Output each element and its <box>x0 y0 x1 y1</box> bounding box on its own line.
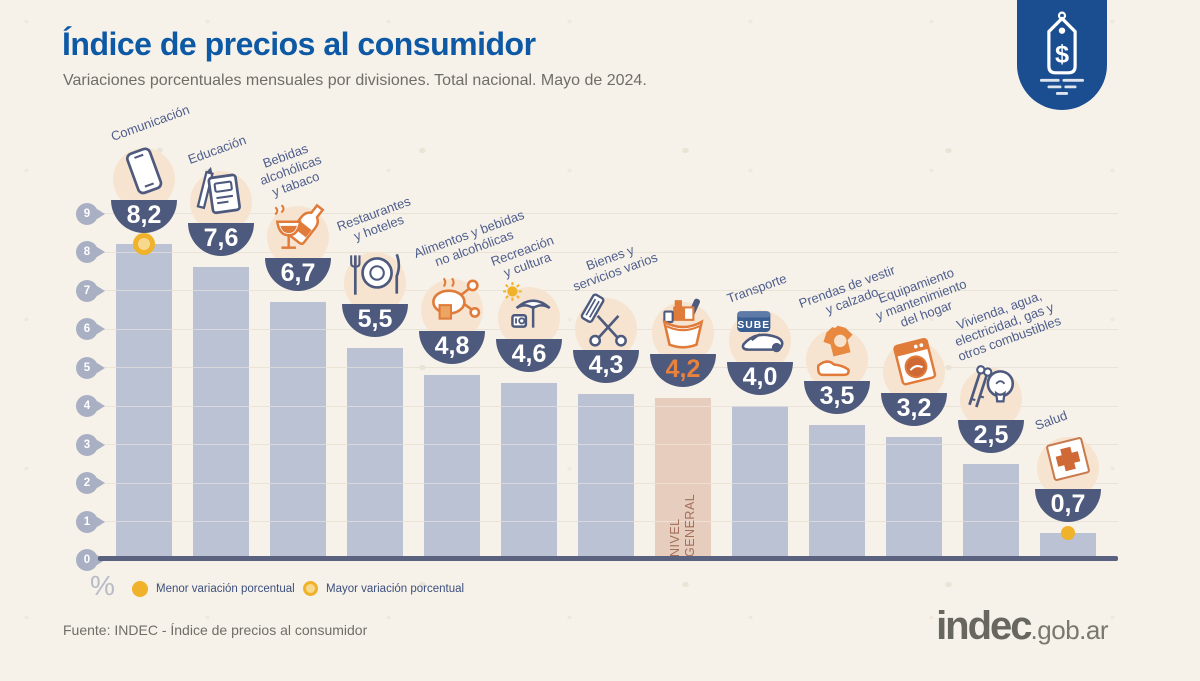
value-bubble-alimentos-bebidas: 4,8 <box>419 331 485 365</box>
page-subtitle: Variaciones porcentuales mensuales por d… <box>63 72 647 89</box>
category-label-bienes-servicios-varios: Bienes y servicios varios <box>570 242 660 295</box>
value-bubble-recreacion-cultura: 4,6 <box>496 338 562 372</box>
transport-icon: SUBE <box>737 311 784 353</box>
bar-comunicacion <box>116 244 172 560</box>
value-bubble-bebidas-alcoholicas-tabaco: 6,7 <box>265 258 331 292</box>
housing-icon <box>968 364 1015 408</box>
x-axis-baseline <box>98 556 1118 561</box>
bar-educacion <box>193 267 249 560</box>
home-equipment-icon <box>893 337 937 386</box>
badge-recreacion-cultura: 4,6 <box>489 279 569 373</box>
gridline-overlay-4 <box>100 405 1118 407</box>
bar-equipamiento-hogar <box>886 436 942 560</box>
value-bubble-vivienda-combustibles: 2,5 <box>958 419 1024 453</box>
legend-item-mayor: Mayor variación porcentual <box>303 581 464 596</box>
gridline-overlay-7 <box>100 290 1118 291</box>
y-axis-tick-9: 9 <box>76 202 105 225</box>
bar-bienes-servicios-varios <box>578 394 634 560</box>
y-axis-tick-3: 3 <box>76 433 105 456</box>
bar-prendas-vestir-calzado <box>809 425 865 560</box>
page-title: Índice de precios al consumidor <box>62 26 536 62</box>
restaurant-icon <box>350 254 401 295</box>
badge-bienes-servicios-varios: 4,3 <box>566 290 646 384</box>
value-bubble-equipamiento-hogar: 3,2 <box>881 392 947 426</box>
gridline-overlay-3 <box>100 444 1118 445</box>
value-bubble-nivel-general: 4,2 <box>650 354 716 388</box>
legend-label-menor: Menor variación porcentual <box>156 583 295 595</box>
y-axis-tick-8: 8 <box>76 241 105 263</box>
value-bubble-prendas-vestir-calzado: 3,5 <box>804 381 870 415</box>
badge-prendas-vestir-calzado: 3,5 <box>797 321 877 415</box>
indec-brand-badge: $ <box>1017 0 1107 110</box>
value-bubble-educacion: 7,6 <box>188 223 254 257</box>
logo-indec-text: indec <box>936 604 1032 648</box>
bar-vivienda-combustibles <box>963 463 1019 560</box>
category-label-restaurantes-hoteles: Restaurantes y hoteles <box>334 193 413 244</box>
health-icon <box>1046 437 1090 481</box>
mayor-variacion-marker <box>133 233 155 256</box>
badge-alimentos-bebidas: 4,8 <box>412 271 492 365</box>
logo-gob-ar-text: .gob.ar <box>1030 615 1109 645</box>
gridline-overlay-8 <box>100 251 1118 253</box>
svg-text:SUBE: SUBE <box>737 320 770 331</box>
badge-transporte: SUBE 4,0 <box>720 302 800 396</box>
indec-gob-ar-logo: indec .gob.ar <box>936 604 1108 649</box>
value-bubble-salud: 0,7 <box>1035 489 1101 523</box>
bar-recreacion-cultura <box>501 382 557 560</box>
legend-item-menor: Menor variación porcentual <box>132 581 295 597</box>
value-bubble-comunicacion: 8,2 <box>111 200 177 234</box>
y-axis-tick-4: 4 <box>76 395 105 417</box>
unit-symbol: % <box>90 570 115 601</box>
badge-educacion: 7,6 <box>181 163 261 257</box>
svg-text:$: $ <box>1055 41 1069 69</box>
bar-nivel-general <box>655 398 711 560</box>
smartphone-icon <box>125 147 163 195</box>
personal-goods-icon <box>580 293 627 348</box>
menor-variacion-dot-icon <box>132 581 148 597</box>
bar-label-nivel-general: NIVEL GENERAL <box>668 493 697 557</box>
source-note: Fuente: INDEC - Índice de precios al con… <box>63 622 368 638</box>
category-label-transporte: Transporte <box>724 270 789 306</box>
food-icon <box>432 277 481 320</box>
bar-bebidas-alcoholicas-tabaco <box>270 302 326 560</box>
bar-alimentos-bebidas <box>424 375 480 560</box>
gridline-overlay-9 <box>100 213 1118 214</box>
y-axis-tick-6: 6 <box>76 318 105 340</box>
bar-restaurantes-hoteles <box>347 348 403 560</box>
badge-restaurantes-hoteles: 5,5 <box>335 244 415 338</box>
notebook-pencil-icon <box>196 167 241 215</box>
value-bubble-restaurantes-hoteles: 5,5 <box>342 304 408 338</box>
clothing-icon <box>816 325 853 377</box>
badge-salud: 0,7 <box>1028 429 1108 523</box>
drinks-tobacco-icon <box>274 203 325 249</box>
recreation-icon <box>503 281 551 328</box>
category-label-comunicacion: Comunicación <box>108 102 192 145</box>
y-axis-tick-7: 7 <box>76 279 105 302</box>
y-axis-tick-0: 0 <box>76 549 105 571</box>
value-bubble-transporte: 4,0 <box>727 362 793 395</box>
badge-bebidas-alcoholicas-tabaco: 6,7 <box>258 198 338 292</box>
shopping-basket-icon <box>662 298 704 349</box>
category-label-educacion: Educación <box>185 132 249 168</box>
badge-comunicacion: 8,2 <box>104 140 184 234</box>
badge-circle-recreacion-cultura <box>498 286 560 349</box>
category-label-bebidas-alcoholicas-tabaco: Bebidas alcohólicas y tabaco <box>257 140 324 200</box>
y-axis-tick-2: 2 <box>76 472 105 494</box>
y-axis-tick-1: 1 <box>76 510 105 533</box>
badge-equipamiento-hogar: 3,2 <box>874 333 954 427</box>
mayor-variacion-ring-icon <box>303 581 318 596</box>
legend-label-mayor: Mayor variación porcentual <box>326 582 465 595</box>
badge-nivel-general: 4,2 <box>643 294 723 388</box>
price-tag-icon: $ <box>1039 11 1085 95</box>
badge-vivienda-combustibles: 2,5 <box>951 360 1031 454</box>
y-axis-tick-5: 5 <box>76 356 105 379</box>
value-bubble-bienes-servicios-varios: 4,3 <box>573 350 639 384</box>
gridline-overlay-2 <box>100 482 1118 484</box>
menor-variacion-marker <box>1061 526 1075 541</box>
gridline-overlay-1 <box>100 521 1118 522</box>
